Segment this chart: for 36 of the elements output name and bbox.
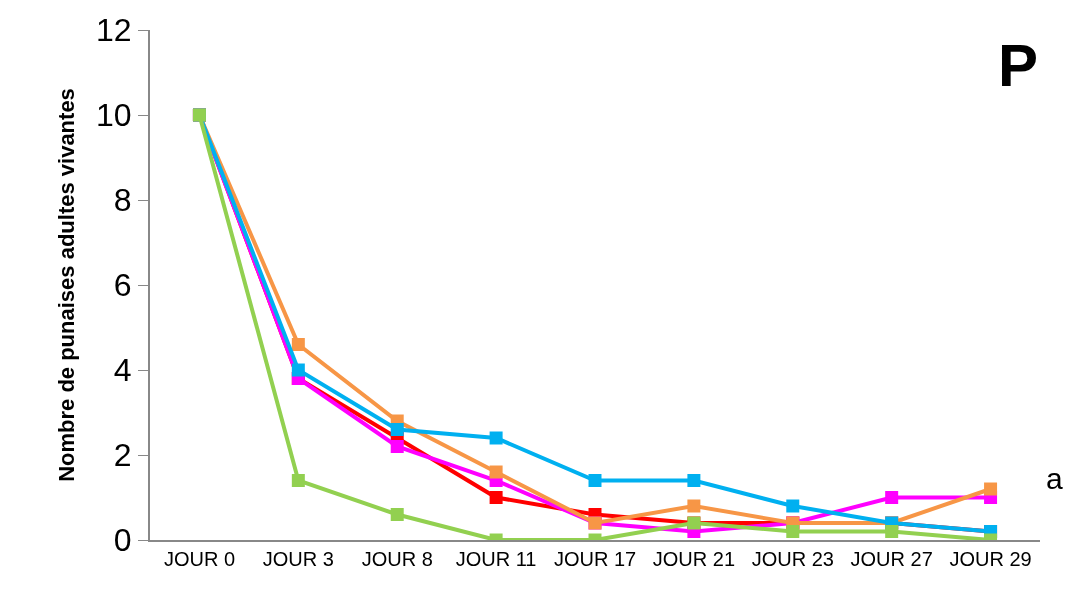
point xyxy=(687,499,701,513)
x-tick-label: JOUR 17 xyxy=(553,548,637,570)
point xyxy=(885,491,899,504)
point xyxy=(984,482,998,496)
y-tick-label: 12 xyxy=(96,12,132,49)
point xyxy=(489,431,503,445)
point xyxy=(687,474,701,487)
y-tick-label: 4 xyxy=(113,352,132,389)
y-axis-title: Nombre de punaises adultes vivantes xyxy=(54,88,80,482)
point xyxy=(291,338,305,351)
text: a xyxy=(1046,462,1063,495)
x-tick-label: JOUR 21 xyxy=(652,548,736,570)
point xyxy=(390,440,404,453)
x-tick-label: JOUR 8 xyxy=(361,548,433,570)
y-tick-label: 2 xyxy=(113,437,132,474)
point xyxy=(489,465,503,479)
point xyxy=(588,474,602,487)
y-tick-label: 10 xyxy=(96,97,132,134)
x-tick-label: JOUR 0 xyxy=(163,548,235,570)
y-tick-label: 6 xyxy=(113,267,132,304)
x-tick-label: JOUR 3 xyxy=(262,548,334,570)
point xyxy=(291,363,305,377)
point xyxy=(885,525,899,538)
annotation: P xyxy=(998,32,1039,99)
point xyxy=(390,423,404,436)
y-tick-label: 0 xyxy=(113,522,132,559)
point xyxy=(786,499,800,513)
point xyxy=(786,525,800,538)
x-tick-label: JOUR 27 xyxy=(850,548,933,570)
point xyxy=(291,474,305,487)
x-tick-label: JOUR 11 xyxy=(455,548,537,570)
x-tick-label: JOUR 29 xyxy=(949,548,1032,570)
y-tick-label: 8 xyxy=(113,182,132,219)
point xyxy=(489,491,503,504)
point xyxy=(390,508,404,521)
x-tick-label: JOUR 23 xyxy=(751,548,834,570)
